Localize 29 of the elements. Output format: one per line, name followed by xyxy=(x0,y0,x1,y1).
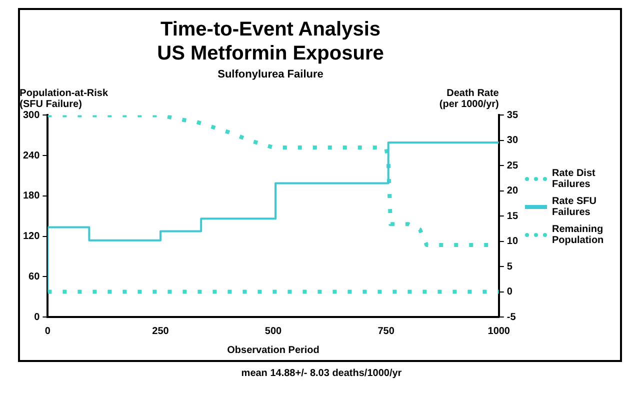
legend-label: Rate Dist Failures xyxy=(552,168,596,190)
y2-tick-label: 20 xyxy=(506,186,518,197)
x-tick-label: 0 xyxy=(44,326,51,337)
y2-tick-label: 0 xyxy=(506,286,513,298)
y-axis-title: Population-at-Risk (SFU Failure) xyxy=(20,88,108,110)
y2-tick-label: 25 xyxy=(506,160,518,172)
y2-tick-label: 10 xyxy=(506,236,518,248)
legend-label: Remaining Population xyxy=(552,224,605,246)
x-tick-label: 250 xyxy=(152,326,170,337)
legend-label: Rate SFU Failures xyxy=(552,196,598,218)
chart-title: Time-to-Event Analysis US Metformin Exposure xyxy=(157,18,384,65)
x-tick-label: 500 xyxy=(264,326,282,337)
text: mean 14.88+/- 8.03 deaths/1000/yr xyxy=(240,368,403,379)
y2-tick-label: 30 xyxy=(506,135,518,146)
chart-subtitle: Sulfonylurea Failure xyxy=(218,68,324,81)
y2-tick-label: 35 xyxy=(506,110,518,121)
x-tick-label: 1000 xyxy=(488,326,510,337)
y-tick-label: 60 xyxy=(28,271,40,282)
y2-axis-title: Death Rate (per 1000/yr) xyxy=(439,88,500,110)
y-tick-label: 180 xyxy=(22,190,40,202)
y-tick-label: 300 xyxy=(22,110,40,121)
y2-tick-label: -5 xyxy=(506,312,516,323)
y-tick-label: 0 xyxy=(34,312,40,323)
y2-tick-label: 15 xyxy=(506,210,518,222)
x-axis-title: Observation Period xyxy=(227,344,320,356)
y2-tick-label: 5 xyxy=(506,261,513,272)
y-tick-label: 240 xyxy=(22,150,40,162)
y-tick-label: 120 xyxy=(22,231,40,242)
x-tick-label: 750 xyxy=(378,326,395,337)
